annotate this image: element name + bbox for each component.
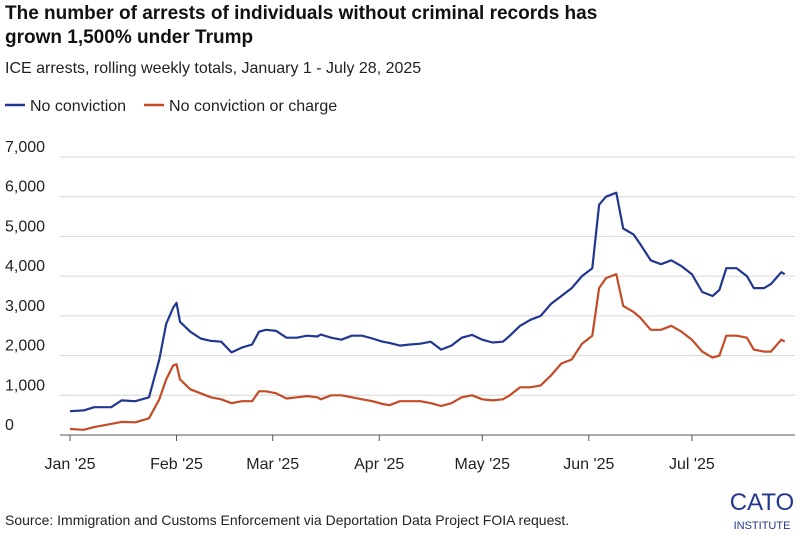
x-tick-label: Jul '25 xyxy=(669,456,715,473)
logo-top: CATO xyxy=(730,489,794,516)
legend-label: No conviction xyxy=(30,98,126,115)
x-tick-label: Jun '25 xyxy=(563,456,614,473)
series-line xyxy=(69,191,786,413)
series-line xyxy=(69,273,786,431)
x-tick-label: Jan '25 xyxy=(44,456,95,473)
y-tick-label: 3,000 xyxy=(5,298,45,315)
y-tick-label: 4,000 xyxy=(5,258,45,275)
legend-label: No conviction or charge xyxy=(169,98,337,115)
logo-bottom: INSTITUTE xyxy=(734,520,791,532)
chart-subtitle: ICE arrests, rolling weekly totals, Janu… xyxy=(5,60,422,77)
x-tick-label: May '25 xyxy=(455,456,511,473)
y-tick-label: 0 xyxy=(5,417,14,434)
chart-title: The number of arrests of individuals wit… xyxy=(5,3,598,48)
x-tick-label: Mar '25 xyxy=(246,456,299,473)
y-tick-label: 2,000 xyxy=(5,338,45,355)
x-tick-label: Apr '25 xyxy=(354,456,404,473)
source-note: Source: Immigration and Customs Enforcem… xyxy=(5,512,569,528)
y-tick-label: 7,000 xyxy=(5,139,45,156)
y-tick-label: 1,000 xyxy=(5,377,45,394)
x-tick-label: Feb '25 xyxy=(150,456,203,473)
y-tick-label: 5,000 xyxy=(5,218,45,235)
y-tick-label: 6,000 xyxy=(5,179,45,196)
